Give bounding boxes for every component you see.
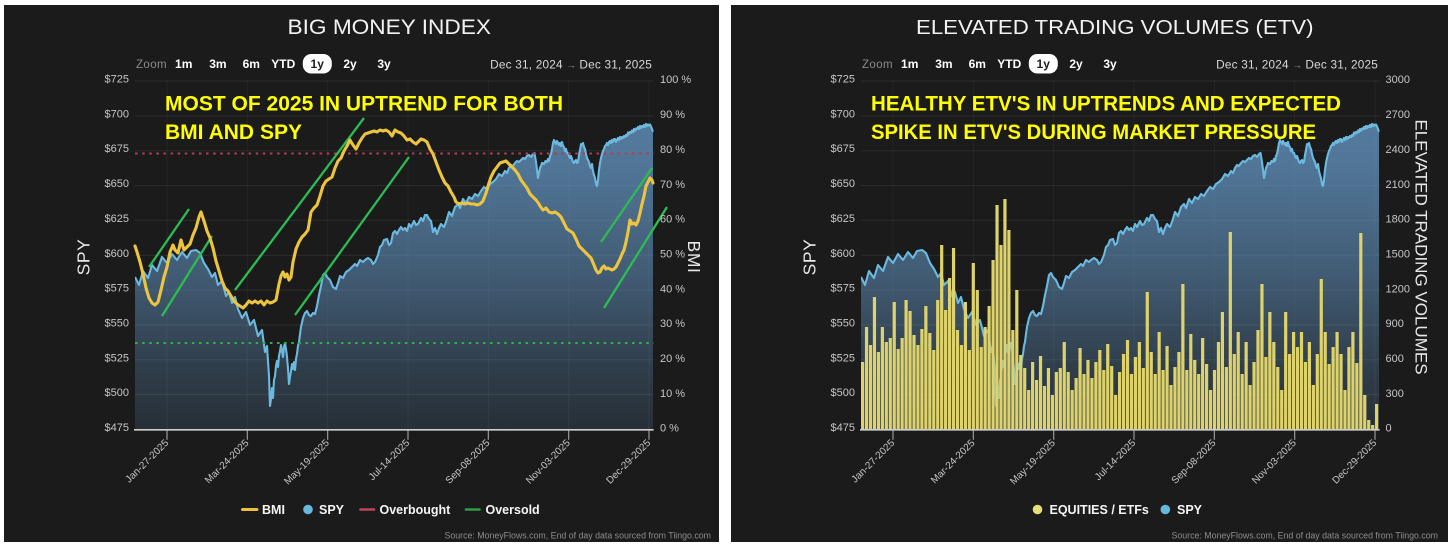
svg-text:50 %: 50 % — [660, 248, 685, 260]
svg-text:70 %: 70 % — [660, 179, 685, 191]
svg-text:$650: $650 — [831, 178, 855, 190]
svg-text:EQUITIES / ETFs: EQUITIES / ETFs — [1050, 503, 1149, 517]
svg-text:2100: 2100 — [1386, 179, 1410, 191]
svg-text:ELEVATED TRADING VOLUMES: ELEVATED TRADING VOLUMES — [1412, 119, 1431, 374]
svg-text:40 %: 40 % — [660, 283, 685, 295]
svg-text:BMI: BMI — [684, 241, 704, 274]
svg-text:60 %: 60 % — [660, 214, 685, 226]
svg-text:SPY: SPY — [74, 239, 94, 276]
svg-text:6m: 6m — [243, 57, 260, 71]
svg-text:$600: $600 — [831, 248, 855, 260]
svg-text:HEALTHY ETV'S IN UPTRENDS AND: HEALTHY ETV'S IN UPTRENDS AND EXPECTED — [871, 93, 1341, 116]
svg-text:3y: 3y — [1103, 57, 1117, 71]
svg-text:Oversold: Oversold — [486, 503, 540, 517]
svg-text:YTD: YTD — [271, 57, 295, 71]
svg-text:0: 0 — [1386, 423, 1392, 435]
svg-text:$625: $625 — [105, 213, 129, 225]
svg-text:3y: 3y — [377, 57, 391, 71]
svg-text:ELEVATED TRADING VOLUMES (ETV): ELEVATED TRADING VOLUMES (ETV) — [916, 16, 1314, 39]
svg-text:Zoom: Zoom — [862, 59, 893, 71]
svg-text:$650: $650 — [105, 178, 129, 190]
svg-text:900: 900 — [1386, 318, 1404, 330]
svg-text:$675: $675 — [831, 143, 855, 155]
svg-text:2y: 2y — [343, 57, 357, 71]
svg-text:1500: 1500 — [1386, 248, 1410, 260]
svg-text:$550: $550 — [831, 318, 855, 330]
svg-text:$725: $725 — [105, 74, 129, 86]
svg-text:30 %: 30 % — [660, 318, 685, 330]
svg-text:1y: 1y — [1037, 57, 1051, 71]
svg-text:SPY: SPY — [1177, 503, 1203, 517]
svg-text:Dec 31, 2024 → Dec 31, 2025: Dec 31, 2024 → Dec 31, 2025 — [490, 58, 652, 72]
svg-text:$525: $525 — [831, 352, 855, 364]
svg-text:2400: 2400 — [1386, 144, 1410, 156]
svg-text:10 %: 10 % — [660, 388, 685, 400]
svg-text:6m: 6m — [969, 57, 986, 71]
svg-text:0 %: 0 % — [660, 423, 679, 435]
svg-text:$475: $475 — [105, 422, 129, 434]
svg-text:$725: $725 — [831, 74, 855, 86]
svg-text:3000: 3000 — [1386, 74, 1410, 86]
svg-text:$500: $500 — [105, 387, 129, 399]
svg-text:600: 600 — [1386, 353, 1404, 365]
svg-text:1y: 1y — [311, 57, 325, 71]
svg-text:SPY: SPY — [319, 503, 345, 517]
svg-text:$700: $700 — [831, 108, 855, 120]
svg-text:$600: $600 — [105, 248, 129, 260]
svg-text:Overbought: Overbought — [380, 503, 452, 517]
svg-text:90 %: 90 % — [660, 109, 685, 121]
svg-text:$525: $525 — [105, 352, 129, 364]
svg-text:2y: 2y — [1069, 57, 1083, 71]
svg-text:3m: 3m — [209, 57, 226, 71]
svg-text:SPIKE IN ETV'S DURING MARKET P: SPIKE IN ETV'S DURING MARKET PRESSURE — [871, 121, 1316, 144]
svg-text:Zoom: Zoom — [136, 59, 167, 71]
svg-text:Dec 31, 2024 → Dec 31, 2025: Dec 31, 2024 → Dec 31, 2025 — [1216, 58, 1378, 72]
svg-text:$550: $550 — [105, 318, 129, 330]
svg-text:BMI: BMI — [262, 503, 285, 517]
svg-text:YTD: YTD — [997, 57, 1021, 71]
svg-text:$675: $675 — [105, 143, 129, 155]
svg-text:$475: $475 — [831, 422, 855, 434]
svg-text:20 %: 20 % — [660, 353, 685, 365]
svg-text:3m: 3m — [935, 57, 952, 71]
svg-text:2700: 2700 — [1386, 109, 1410, 121]
svg-text:BIG MONEY INDEX: BIG MONEY INDEX — [288, 15, 492, 39]
svg-text:300: 300 — [1386, 388, 1404, 400]
svg-text:Source: MoneyFlows.com, End of: Source: MoneyFlows.com, End of day data … — [1172, 531, 1438, 541]
svg-text:MOST OF 2025 IN UPTREND FOR BO: MOST OF 2025 IN UPTREND FOR BOTH — [165, 93, 563, 116]
svg-text:SPY: SPY — [800, 239, 820, 276]
svg-text:BMI AND SPY: BMI AND SPY — [165, 121, 302, 144]
svg-text:1m: 1m — [175, 57, 192, 71]
svg-text:$625: $625 — [831, 213, 855, 225]
svg-text:1800: 1800 — [1386, 214, 1410, 226]
svg-text:$700: $700 — [105, 108, 129, 120]
svg-text:80 %: 80 % — [660, 144, 685, 156]
svg-text:1200: 1200 — [1386, 283, 1410, 295]
svg-text:100 %: 100 % — [660, 74, 691, 86]
svg-text:$500: $500 — [831, 387, 855, 399]
svg-text:1m: 1m — [901, 57, 918, 71]
svg-text:Source: MoneyFlows.com, End of: Source: MoneyFlows.com, End of day data … — [445, 531, 711, 541]
svg-text:$575: $575 — [105, 283, 129, 295]
svg-text:$575: $575 — [831, 283, 855, 295]
